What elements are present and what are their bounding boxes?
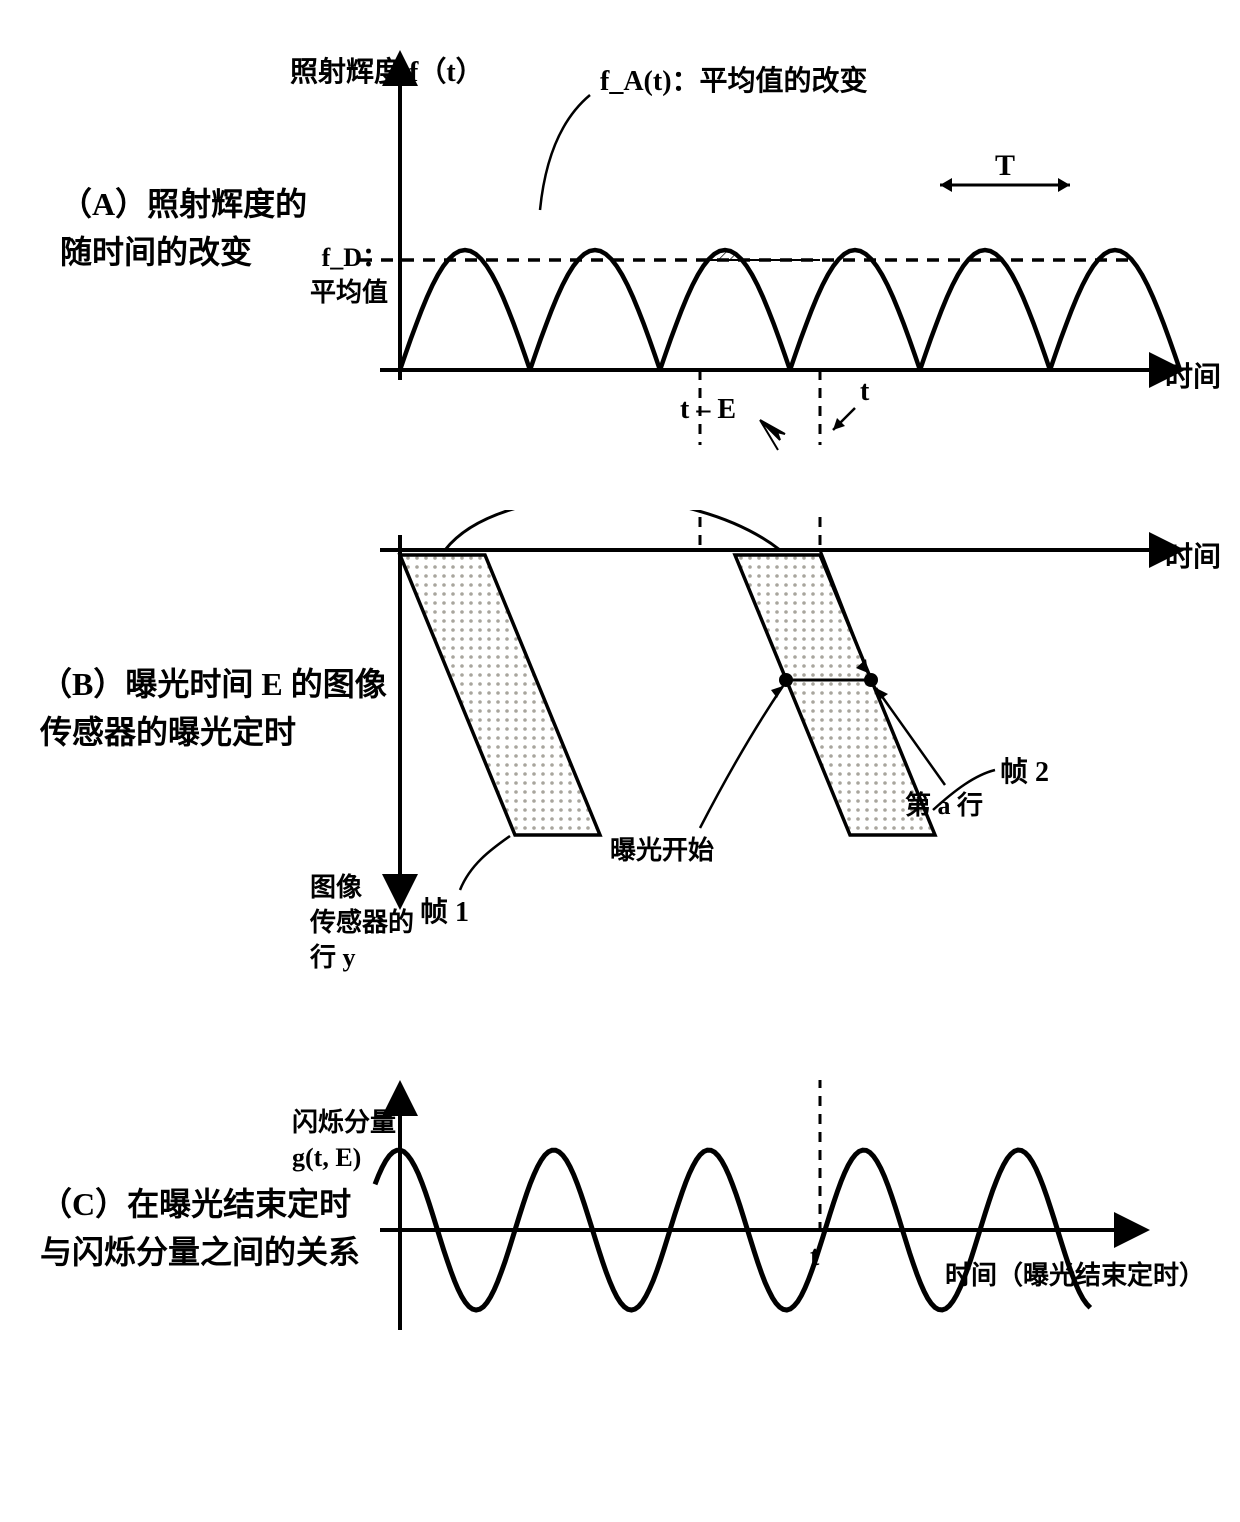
exposure-start-label: 曝光开始 bbox=[610, 830, 714, 867]
fD-label: f_D： 平均值 bbox=[310, 240, 388, 310]
row-a-label: 第 a 行 bbox=[905, 785, 983, 822]
panel-a: （A）照射辉度的 随时间的改变 T bbox=[0, 50, 1240, 480]
tE-label: t – E bbox=[680, 394, 736, 425]
panel-a-x-axis-label: 时间 bbox=[1165, 355, 1221, 395]
frame1-label: 帧 1 bbox=[420, 890, 469, 930]
fD-line2: 平均值 bbox=[310, 275, 388, 310]
panel-b: （B）曝光时间 E 的图像 传感器的曝光定时 S bbox=[0, 510, 1240, 990]
yb1: 图像 bbox=[310, 870, 414, 905]
panel-c: （C）在曝光结束定时 与闪烁分量之间的关系 t 闪烁分量 g(t, E) 时间（… bbox=[0, 1080, 1240, 1480]
panel-a-y-axis-label: 照射辉度 f（t） bbox=[290, 50, 484, 90]
yc2: g(t, E) bbox=[292, 1140, 396, 1175]
yb2: 传感器的 bbox=[310, 905, 414, 940]
panel-b-y-axis-label: 图像 传感器的 行 y bbox=[310, 870, 414, 975]
fA-label: f_A(t)：平均值的改变 bbox=[600, 64, 868, 97]
t-label-a: t bbox=[860, 376, 870, 407]
panel-c-y-axis-label: 闪烁分量 g(t, E) bbox=[292, 1105, 396, 1175]
yc1: 闪烁分量 bbox=[292, 1105, 396, 1140]
panel-b-chart: S bbox=[0, 510, 1240, 990]
yb3: 行 y bbox=[310, 940, 414, 975]
frame2-label: 帧 2 bbox=[1000, 750, 1049, 790]
S-label: S bbox=[600, 510, 617, 515]
period-label: T bbox=[995, 149, 1015, 182]
panel-a-chart: T f_A(t)：平均值的改变 t – E t bbox=[0, 50, 1240, 480]
panel-c-x-axis-label: 时间（曝光结束定时） bbox=[945, 1255, 1205, 1292]
panel-b-x-axis-label: 时间 bbox=[1165, 535, 1221, 575]
fD-line1: f_D： bbox=[310, 240, 388, 275]
